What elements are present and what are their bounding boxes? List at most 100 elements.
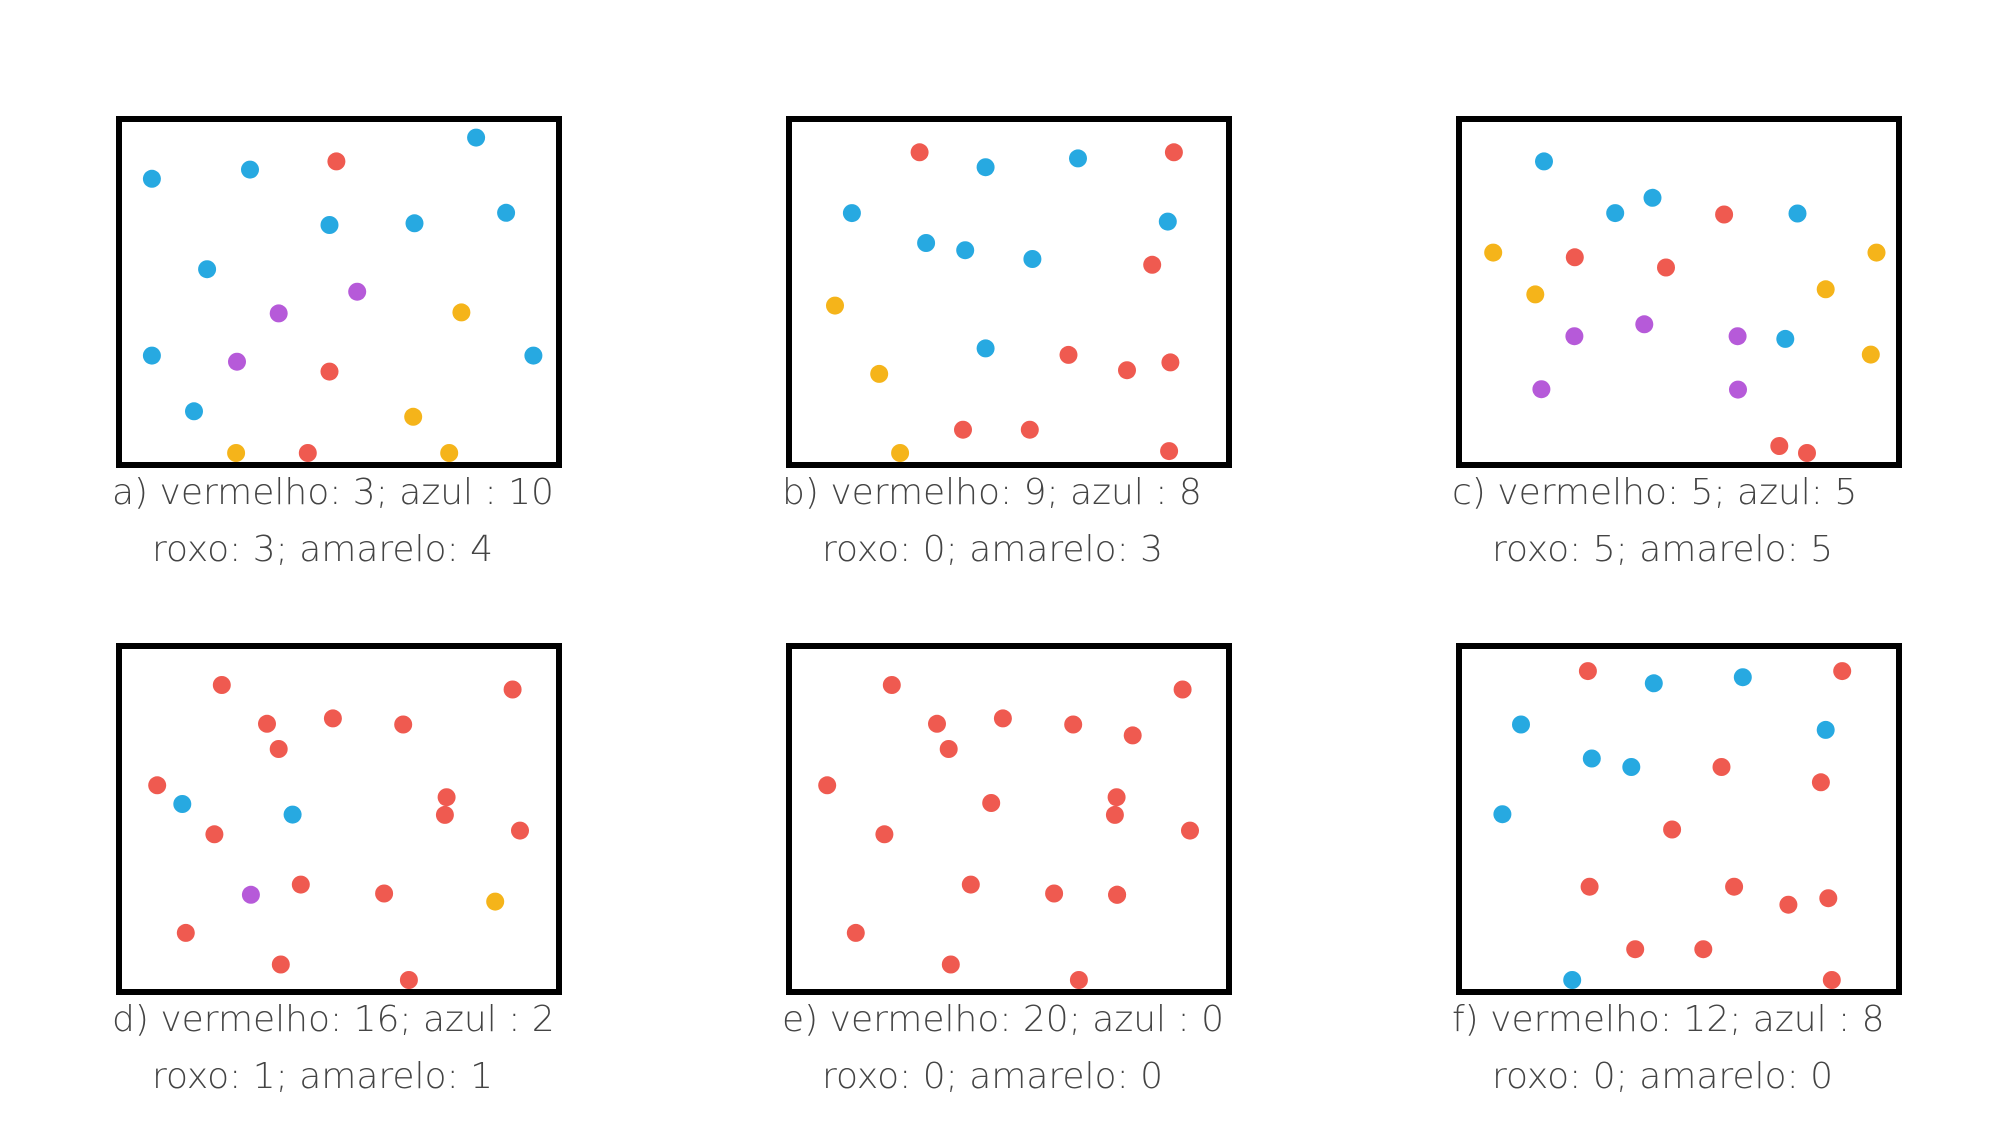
dot-vermelho <box>993 709 1012 728</box>
dot-vermelho <box>1833 662 1852 681</box>
dot-vermelho <box>269 740 288 758</box>
dot-vermelho <box>375 884 394 903</box>
panel-a-caption: a) vermelho: 3; azul : 10 roxo: 3; amare… <box>112 464 582 578</box>
dot-vermelho <box>1045 884 1064 903</box>
dot-vermelho <box>1779 895 1798 914</box>
dot-azul <box>1776 329 1795 348</box>
panel-b-caption: b) vermelho: 9; azul : 8 roxo: 0; amarel… <box>782 464 1252 578</box>
dot-azul <box>283 805 302 824</box>
dot-vermelho <box>1064 715 1083 734</box>
panel-f-dots <box>1493 662 1852 989</box>
dot-azul <box>1816 720 1835 739</box>
panel-d-box <box>116 643 562 995</box>
panel-a-dots <box>142 128 543 462</box>
dot-azul <box>241 160 259 179</box>
panel-d-dots <box>148 676 529 989</box>
dot-vermelho <box>212 676 231 694</box>
panel-d: d) vermelho: 16; azul : 2 roxo: 1; amare… <box>112 643 562 1097</box>
dot-roxo <box>1729 380 1747 399</box>
panel-e-caption-line1: e) vermelho: 20; azul : 0 <box>782 999 1224 1040</box>
dot-azul <box>976 339 995 358</box>
dot-azul <box>1493 805 1512 824</box>
dot-azul <box>198 260 217 279</box>
dot-vermelho <box>394 715 413 734</box>
dot-vermelho <box>205 825 224 844</box>
dot-vermelho <box>258 714 276 733</box>
panel-b-caption-line2: roxo: 0; amarelo: 3 <box>822 529 1164 570</box>
dot-azul <box>1643 188 1662 207</box>
dot-vermelho <box>1160 442 1179 461</box>
dot-azul <box>1023 250 1042 268</box>
dot-vermelho <box>1712 758 1731 776</box>
panel-c: c) vermelho: 5; azul: 5 roxo: 5; amarelo… <box>1452 116 1902 570</box>
dot-vermelho <box>291 875 310 894</box>
dot-amarelo <box>486 892 505 911</box>
panel-a-box <box>116 116 562 468</box>
panel-f-box <box>1456 643 1902 995</box>
dot-roxo <box>348 282 367 301</box>
dot-vermelho <box>1107 788 1126 807</box>
dot-vermelho <box>327 152 346 171</box>
dot-vermelho <box>1118 361 1136 380</box>
panel-e-caption-line2: roxo: 0; amarelo: 0 <box>822 1056 1164 1097</box>
dot-roxo <box>269 304 288 323</box>
dot-vermelho <box>1819 889 1838 908</box>
dot-azul <box>1535 152 1553 171</box>
dot-vermelho <box>1822 971 1841 989</box>
dot-amarelo <box>404 407 423 426</box>
panel-b-dots <box>826 143 1183 462</box>
dot-vermelho <box>1798 444 1816 462</box>
dot-vermelho <box>846 923 865 942</box>
panel-a: a) vermelho: 3; azul : 10 roxo: 3; amare… <box>112 116 562 570</box>
dot-azul <box>142 346 161 365</box>
dot-vermelho <box>271 955 290 974</box>
dot-vermelho <box>511 821 529 840</box>
panel-f-caption: f) vermelho: 12; azul : 8 roxo: 0; amare… <box>1452 991 1922 1105</box>
panel-f-caption-line1: f) vermelho: 12; azul : 8 <box>1452 999 1885 1040</box>
dot-vermelho <box>435 805 454 824</box>
panel-d-caption: d) vermelho: 16; azul : 2 roxo: 1; amare… <box>112 991 582 1105</box>
panel-c-box <box>1456 116 1902 468</box>
panel-e: e) vermelho: 20; azul : 0 roxo: 0; amare… <box>782 643 1232 1097</box>
panel-c-caption-line2: roxo: 5; amarelo: 5 <box>1492 529 1834 570</box>
dot-amarelo <box>440 444 459 462</box>
dot-vermelho <box>1020 420 1039 439</box>
dot-azul <box>1158 212 1177 231</box>
dot-azul <box>142 169 161 188</box>
dot-vermelho <box>982 794 1001 812</box>
dot-azul <box>1512 715 1530 734</box>
dot-azul <box>1622 758 1641 776</box>
dot-vermelho <box>148 776 167 795</box>
dot-vermelho <box>1164 143 1183 162</box>
dot-azul <box>320 216 339 234</box>
dot-azul <box>1644 674 1663 693</box>
dot-vermelho <box>1105 805 1124 824</box>
dot-azul <box>1582 749 1601 768</box>
dot-roxo <box>228 352 246 371</box>
dot-vermelho <box>1143 255 1162 274</box>
dot-azul <box>185 402 203 421</box>
panel-c-dots <box>1484 152 1886 462</box>
dot-vermelho <box>818 776 837 795</box>
dot-roxo <box>1565 327 1584 346</box>
dot-azul <box>917 234 936 252</box>
dot-vermelho <box>1663 820 1682 839</box>
panel-d-caption-line1: d) vermelho: 16; azul : 2 <box>112 999 555 1040</box>
dot-vermelho <box>176 923 195 942</box>
dot-vermelho <box>1108 885 1127 904</box>
dot-amarelo <box>1526 285 1545 304</box>
dot-amarelo <box>891 444 910 462</box>
dot-azul <box>1788 204 1807 223</box>
dot-vermelho <box>875 825 894 844</box>
dot-vermelho <box>399 971 418 989</box>
dot-amarelo <box>1816 280 1835 299</box>
panel-a-caption-line2: roxo: 3; amarelo: 4 <box>152 529 494 570</box>
dot-azul <box>524 346 543 365</box>
dot-vermelho <box>1059 345 1078 364</box>
dot-amarelo <box>870 364 889 383</box>
dot-vermelho <box>939 740 958 758</box>
dot-vermelho <box>1715 205 1734 224</box>
dot-vermelho <box>1580 877 1599 896</box>
panel-c-caption-line1: c) vermelho: 5; azul: 5 <box>1452 472 1858 513</box>
